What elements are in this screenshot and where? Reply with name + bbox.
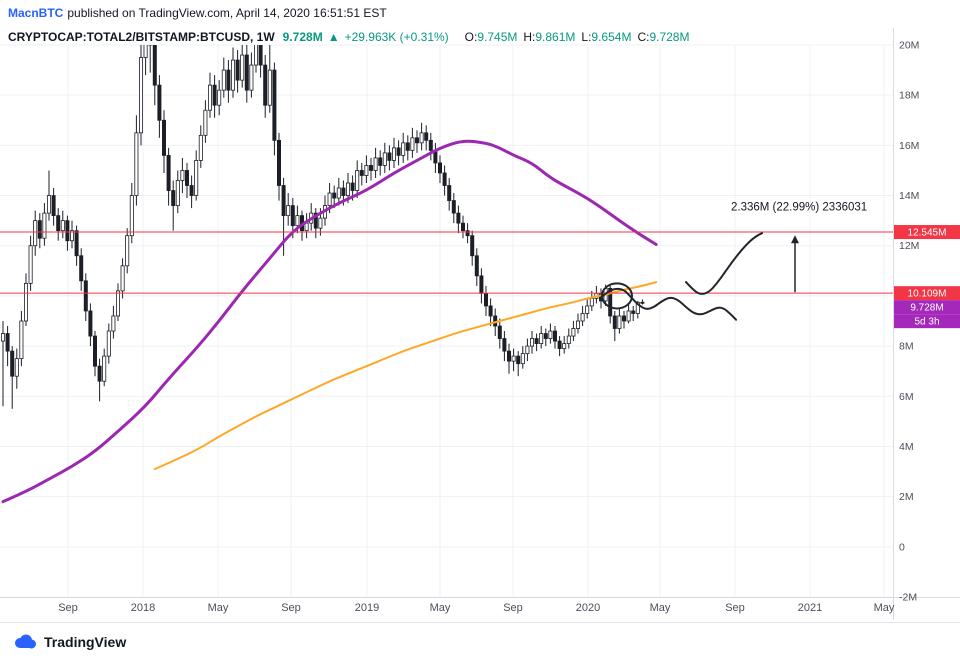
bar-countdown-badge: 5d 3h — [894, 314, 960, 329]
symbol-name: CRYPTOCAP:TOTAL2/BITSTAMP:BTCUSD, 1W — [8, 30, 275, 44]
publisher-link[interactable]: MacnBTC — [8, 6, 64, 20]
svg-text:14M: 14M — [899, 190, 919, 202]
time-axis[interactable]: Sep 2018 May Sep 2019 May Sep 2020 May Sep 2021 May — [58, 602, 895, 614]
svg-text:Sep: Sep — [58, 602, 78, 614]
grid-lines — [0, 44, 893, 598]
svg-text:8M: 8M — [899, 341, 914, 353]
open-value: 9.745M — [477, 30, 518, 44]
svg-text:Sep: Sep — [503, 602, 523, 614]
close-value: 9.728M — [649, 30, 690, 44]
resistance-1-badge: 12.545M — [894, 225, 960, 240]
svg-text:16M: 16M — [899, 140, 919, 152]
ohlc-group: O:9.745M H:9.861M L:9.654M C:9.728M — [459, 30, 690, 44]
ma-orange-line — [153, 281, 658, 471]
cloud-icon — [15, 634, 36, 648]
measure-annotation-text: 2.336M (22.99%) 2336031 — [731, 202, 867, 214]
high-value: 9.861M — [535, 30, 576, 44]
moving-averages — [1, 139, 658, 504]
open-label: O: — [464, 30, 478, 44]
horizontal-lines[interactable] — [0, 231, 893, 294]
svg-text:18M: 18M — [899, 90, 919, 102]
svg-text:May: May — [430, 602, 451, 614]
up-triangle-icon: ▲ — [327, 30, 340, 44]
svg-text:2018: 2018 — [131, 602, 155, 614]
last-price: 9.728M — [282, 30, 323, 44]
resistance-2-badge: 10.109M — [894, 286, 960, 301]
svg-text:May: May — [208, 602, 229, 614]
price-change: +29.963K (+0.31%) — [344, 30, 449, 44]
drawings[interactable]: 2.336M (22.99%) 2336031 — [599, 202, 867, 321]
low-label: L: — [581, 30, 592, 44]
brand-text: TradingView — [44, 633, 127, 650]
svg-text:2M: 2M — [899, 491, 914, 503]
last-price-badge: 9.728M — [894, 300, 960, 315]
wave-drawing — [599, 287, 737, 321]
svg-text:20M: 20M — [899, 40, 919, 52]
svg-text:Sep: Sep — [281, 602, 301, 614]
svg-text:4M: 4M — [899, 441, 914, 453]
svg-text:10.109M: 10.109M — [908, 289, 947, 300]
svg-text:12M: 12M — [899, 240, 919, 252]
ma-purple-line — [1, 139, 658, 504]
svg-text:2020: 2020 — [576, 602, 600, 614]
measure-arrow-head — [791, 235, 799, 244]
price-chart-canvas[interactable]: 2.336M (22.99%) 2336031 20M 18M 16M 14M 12M 10… — [0, 0, 960, 622]
svg-text:5d 3h: 5d 3h — [914, 317, 939, 328]
svg-text:12.545M: 12.545M — [908, 228, 947, 239]
low-value: 9.654M — [591, 30, 632, 44]
svg-text:Sep: Sep — [725, 602, 745, 614]
svg-text:May: May — [874, 602, 895, 614]
projection-drawing — [685, 232, 763, 295]
svg-text:0: 0 — [899, 541, 905, 553]
publish-bar: MacnBTC published on TradingView.com, Apr… — [8, 6, 387, 20]
published-text: published on TradingView.com, April 14, … — [67, 6, 387, 20]
footer-bar: TradingView — [0, 622, 960, 660]
svg-text:2021: 2021 — [798, 602, 822, 614]
high-label: H: — [523, 30, 536, 44]
svg-text:6M: 6M — [899, 391, 914, 403]
tradingview-logo[interactable]: TradingView — [12, 633, 126, 651]
candles-layer — [0, 45, 645, 409]
svg-text:-2M: -2M — [899, 592, 917, 604]
symbol-bar: CRYPTOCAP:TOTAL2/BITSTAMP:BTCUSD, 1W 9.72… — [8, 30, 689, 44]
close-label: C: — [637, 30, 650, 44]
svg-text:9.728M: 9.728M — [910, 303, 943, 314]
svg-text:May: May — [650, 602, 671, 614]
svg-text:2019: 2019 — [355, 602, 379, 614]
